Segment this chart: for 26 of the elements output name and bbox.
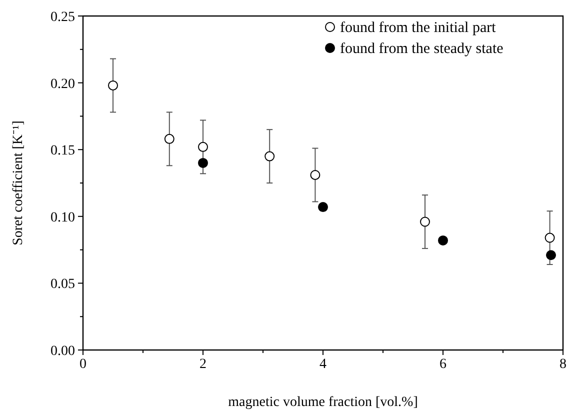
x-axis-title: magnetic volume fraction [vol.%] — [228, 395, 418, 410]
y-tick-label: 0.10 — [50, 210, 75, 226]
point — [310, 170, 320, 180]
y-axis-title: Soret coefficient [K⁻¹] — [11, 120, 26, 246]
x-tick-label: 2 — [200, 357, 206, 372]
x-tick-label: 6 — [440, 357, 446, 372]
legend-label: found from the steady state — [340, 41, 504, 57]
y-tick-label: 0.25 — [50, 10, 75, 25]
point — [164, 134, 174, 144]
point — [264, 151, 275, 162]
point — [318, 202, 328, 212]
point — [198, 142, 208, 152]
point — [198, 158, 208, 168]
legend-label: found from the initial part — [340, 20, 497, 36]
y-tick-label: 0.05 — [50, 277, 75, 292]
point — [438, 235, 448, 246]
x-tick-label: 4 — [320, 357, 326, 372]
x-tick-label: 0 — [80, 357, 86, 372]
point — [108, 80, 118, 90]
x-tick-label: 8 — [560, 357, 566, 372]
point — [546, 250, 556, 260]
y-tick-label: 0.00 — [50, 344, 75, 359]
y-tick-label: 0.20 — [50, 76, 75, 92]
point — [544, 232, 555, 243]
point — [420, 216, 430, 227]
y-tick-label: 0.15 — [50, 144, 75, 159]
